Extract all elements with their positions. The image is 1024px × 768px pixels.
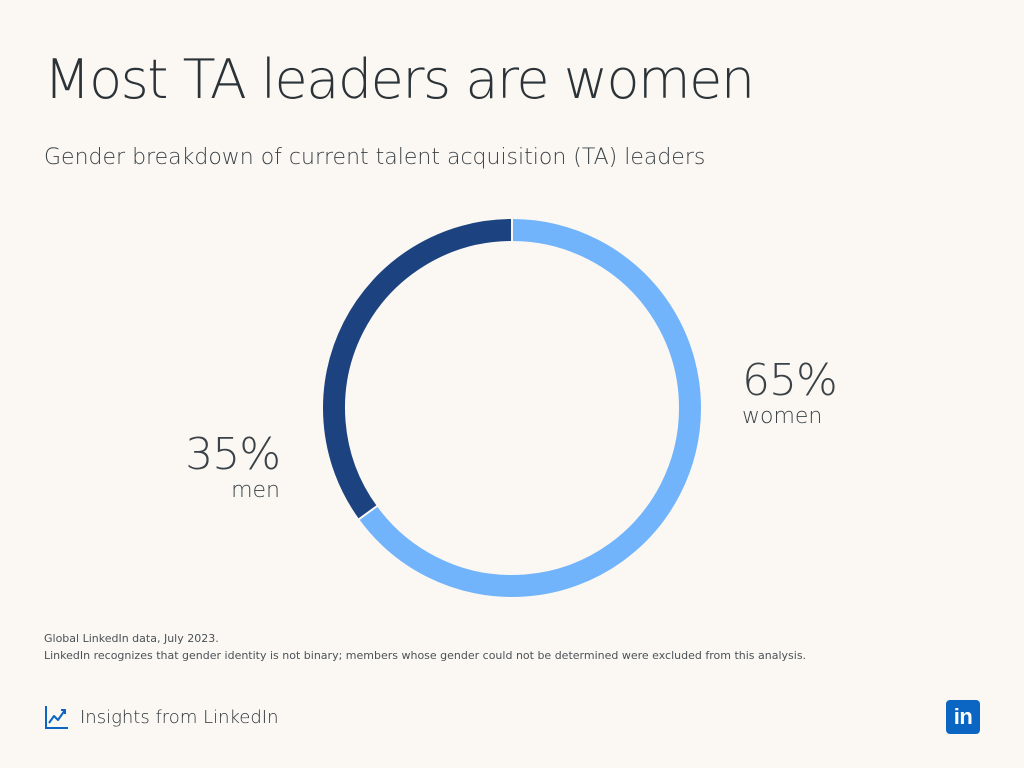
trend-line-chart-icon (44, 704, 70, 730)
women-percent-label: 65% (742, 355, 838, 406)
women-segment (359, 219, 701, 597)
segment-separator (357, 504, 379, 521)
men-label: 35% men (185, 429, 281, 505)
chart-title: Most TA leaders are women (44, 48, 755, 111)
linkedin-logo-icon: in (946, 700, 980, 734)
women-label: 65% women (742, 355, 838, 431)
insights-text: Insights from LinkedIn (80, 706, 279, 728)
footnote-source: Global LinkedIn data, July 2023. (44, 632, 219, 645)
insights-branding: Insights from LinkedIn (44, 704, 279, 730)
footnote: Global LinkedIn data, July 2023. LinkedI… (44, 630, 806, 664)
men-segment (323, 219, 513, 520)
women-category-label: women (742, 404, 823, 430)
men-percent-label: 35% (185, 429, 281, 480)
chart-subtitle: Gender breakdown of current talent acqui… (44, 145, 706, 170)
footnote-disclaimer: LinkedIn recognizes that gender identity… (44, 649, 807, 663)
men-category-label: men (231, 478, 280, 504)
